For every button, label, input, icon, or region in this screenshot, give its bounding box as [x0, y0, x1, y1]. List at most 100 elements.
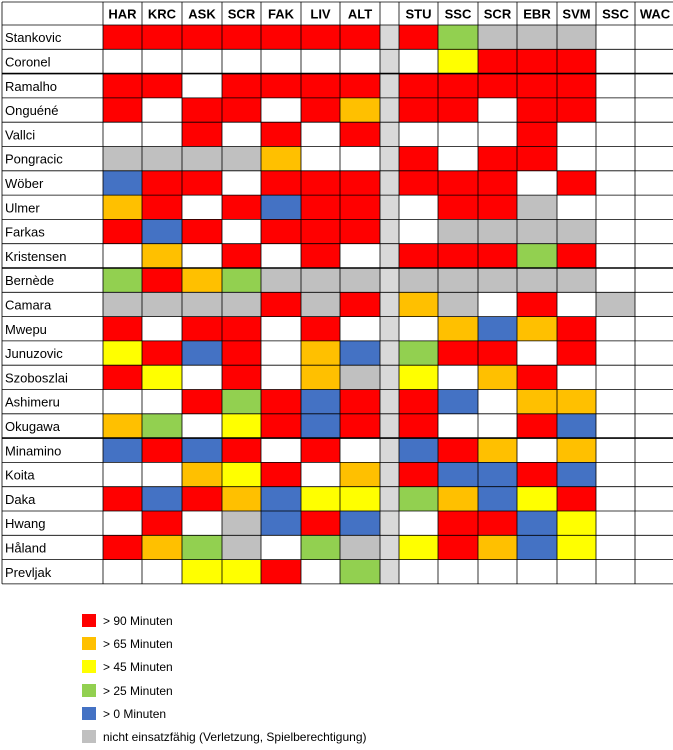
cell	[380, 268, 399, 293]
cell	[517, 268, 557, 293]
cell	[438, 268, 478, 293]
cell	[596, 365, 635, 390]
row-label: Minamino	[5, 443, 61, 458]
cell	[438, 292, 478, 317]
cell	[340, 25, 380, 50]
legend-label: > 45 Minuten	[103, 660, 173, 675]
cell	[182, 389, 222, 414]
cell	[557, 219, 596, 244]
cell	[301, 438, 340, 463]
column-header: LIV	[310, 7, 331, 22]
cell	[517, 316, 557, 341]
cell	[261, 73, 301, 98]
cell	[517, 535, 557, 560]
cell	[142, 511, 182, 536]
cell	[182, 462, 222, 487]
cell	[478, 243, 517, 268]
cell	[478, 195, 517, 220]
cell	[635, 511, 673, 536]
column-header: FAK	[268, 7, 295, 22]
cell	[478, 462, 517, 487]
cell	[438, 365, 478, 390]
cell	[517, 292, 557, 317]
cell	[557, 462, 596, 487]
cell	[557, 535, 596, 560]
cell	[182, 146, 222, 171]
cell	[222, 268, 261, 293]
row-label: Vallci	[5, 127, 35, 142]
legend-label: > 25 Minuten	[103, 683, 173, 698]
cell	[438, 535, 478, 560]
cell	[478, 389, 517, 414]
cell	[103, 243, 142, 268]
cell	[301, 243, 340, 268]
row-label: Wöber	[5, 176, 44, 191]
cell	[399, 25, 438, 50]
cell	[557, 146, 596, 171]
cell	[380, 511, 399, 536]
row-label: Ramalho	[5, 79, 57, 94]
cell	[517, 413, 557, 439]
cell	[517, 219, 557, 244]
cell	[557, 438, 596, 463]
cell	[380, 462, 399, 487]
cell	[478, 49, 517, 74]
cell	[301, 292, 340, 317]
row-label: Onguéné	[5, 103, 59, 118]
cell	[182, 122, 222, 147]
cell	[380, 195, 399, 220]
legend-label: > 90 Minuten	[103, 614, 173, 628]
cell	[182, 413, 222, 439]
cell	[596, 559, 635, 584]
cell	[261, 268, 301, 293]
cell	[478, 559, 517, 584]
cell	[557, 559, 596, 584]
cell	[380, 559, 399, 584]
cell	[557, 243, 596, 268]
cell	[399, 486, 438, 511]
cell	[142, 97, 182, 123]
cell	[222, 389, 261, 414]
cell	[340, 559, 380, 584]
cell	[261, 97, 301, 123]
cell	[478, 292, 517, 317]
cell	[635, 73, 673, 98]
cell	[478, 365, 517, 390]
cell	[222, 462, 261, 487]
cell	[438, 146, 478, 171]
cell	[478, 170, 517, 196]
cell	[557, 486, 596, 511]
minutes-heatmap: HAR KRC ASK SCR FAK LIV ALT STU SSC SCR EBR SVM SSC W…	[1, 1, 673, 585]
cell	[340, 243, 380, 268]
cell	[517, 511, 557, 536]
cell	[103, 122, 142, 147]
cell	[635, 49, 673, 74]
cell	[517, 559, 557, 584]
cell	[301, 146, 340, 171]
cell	[557, 389, 596, 414]
cell	[261, 170, 301, 196]
cell	[635, 219, 673, 244]
cell	[438, 195, 478, 220]
cell	[103, 268, 142, 293]
cell	[399, 389, 438, 414]
cell	[222, 535, 261, 560]
cell	[103, 438, 142, 463]
cell	[596, 511, 635, 536]
cell	[557, 340, 596, 366]
cell	[399, 511, 438, 536]
cell	[222, 146, 261, 171]
cell	[380, 243, 399, 268]
cell	[596, 97, 635, 123]
cell	[596, 462, 635, 487]
legend-label: > 0 Minuten	[103, 706, 167, 721]
cell	[517, 462, 557, 487]
cell	[301, 316, 340, 341]
cell	[182, 486, 222, 511]
cell	[438, 122, 478, 147]
cell	[380, 146, 399, 171]
cell	[103, 25, 142, 50]
cell	[635, 243, 673, 268]
cell	[517, 389, 557, 414]
cell	[103, 462, 142, 487]
